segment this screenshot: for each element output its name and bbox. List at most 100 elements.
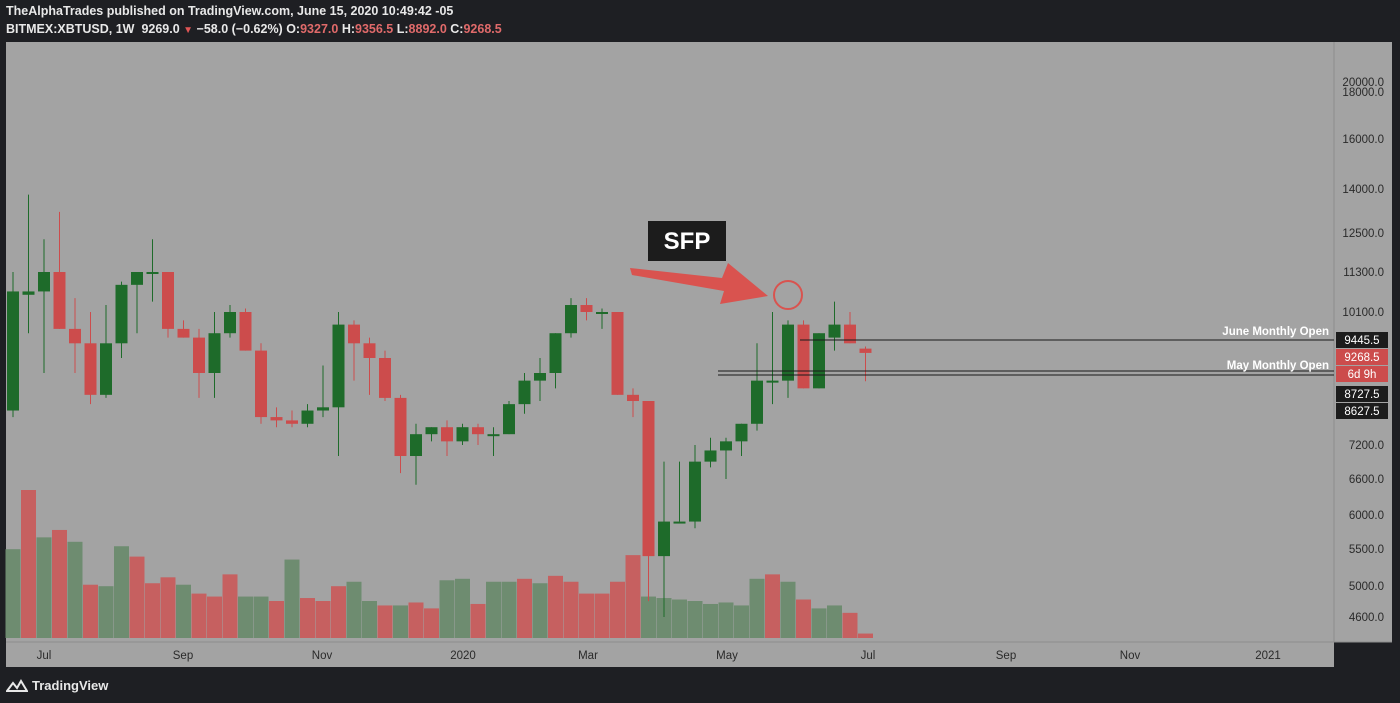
- candle-body: [394, 397, 407, 457]
- volume-bar: [362, 601, 377, 638]
- volume-bar: [548, 575, 563, 638]
- volume-bar: [315, 601, 331, 638]
- candle-body: [177, 328, 190, 338]
- candle-body: [255, 350, 267, 418]
- sfp-arrow-icon: [630, 263, 768, 304]
- candle-body: [131, 272, 143, 285]
- candle-body: [7, 291, 19, 411]
- tradingview-logo-icon: [6, 679, 28, 692]
- volume-bar: [207, 596, 222, 638]
- volume-bar: [656, 598, 672, 638]
- candle-body: [735, 423, 748, 442]
- price-badges: 9445.5 9268.5 6d 9h 8727.5 8627.5: [1336, 332, 1388, 419]
- high-value: 9356.5: [355, 22, 394, 36]
- time-tick-label: May: [716, 650, 738, 662]
- close-value: 9268.5: [463, 22, 502, 36]
- volume-bar: [284, 559, 300, 638]
- candle-body: [720, 441, 732, 451]
- candle-body: [797, 324, 810, 389]
- candle-body: [689, 461, 701, 522]
- volume-bar: [5, 549, 21, 638]
- volume-bar: [780, 581, 796, 638]
- volume-bar: [222, 574, 238, 638]
- candle-body: [224, 312, 236, 334]
- candle-body: [22, 291, 35, 295]
- candle-body: [627, 394, 639, 402]
- price-badge-text: 6d 9h: [1348, 369, 1377, 381]
- volume-bars: [5, 490, 873, 638]
- time-axis[interactable]: [6, 642, 1334, 667]
- sfp-label-box: [648, 221, 726, 261]
- volume-bar: [703, 603, 718, 638]
- candle-body: [425, 427, 438, 435]
- candle-body: [828, 324, 841, 338]
- high-label: H:: [341, 22, 356, 36]
- candle-body: [239, 312, 252, 351]
- time-tick-label: Mar: [578, 650, 598, 662]
- volume-bar: [424, 608, 439, 638]
- candle-body: [38, 272, 50, 292]
- down-arrow-icon: ▼: [183, 25, 194, 36]
- candle-body: [69, 328, 81, 344]
- volume-bar: [160, 577, 176, 638]
- volume-bar: [532, 583, 548, 638]
- volume-bar: [718, 602, 734, 638]
- volume-bar: [796, 599, 811, 638]
- time-tick-label: 2020: [450, 650, 476, 662]
- candle-body: [115, 284, 128, 344]
- candle-body: [859, 348, 872, 353]
- candle-body: [317, 407, 329, 411]
- candle-body: [642, 401, 655, 557]
- volume-bar: [594, 593, 610, 638]
- candle-body: [410, 434, 422, 457]
- volume-bar: [36, 537, 52, 638]
- candle-body: [162, 272, 174, 329]
- price-badge-text: 8727.5: [1344, 389, 1379, 401]
- price-tick-label: 6000.0: [1349, 510, 1384, 522]
- candle-body: [146, 272, 159, 274]
- volume-bar: [83, 584, 98, 638]
- volume-bar: [641, 596, 656, 638]
- symbol-line: BITMEX:XBTUSD, 1W 9269.0 ▼ −58.0 (−0.62%…: [6, 22, 502, 36]
- volume-bar: [52, 529, 67, 638]
- candle-body: [673, 521, 686, 524]
- volume-bar: [811, 608, 827, 638]
- volume-bar: [486, 581, 501, 638]
- plot-background: [6, 42, 1334, 667]
- price-tick-label: 11300.0: [1343, 267, 1384, 279]
- volume-bar: [470, 603, 486, 638]
- price-tick-label: 10100.0: [1342, 307, 1384, 319]
- candle-body: [580, 305, 593, 312]
- candle-body: [549, 333, 562, 373]
- volume-bar: [145, 583, 160, 638]
- candle-body: [782, 324, 794, 381]
- candle-body: [53, 272, 66, 329]
- volume-bar: [625, 555, 641, 638]
- open-label: O:: [286, 22, 301, 36]
- volume-bar: [842, 612, 858, 638]
- low-value: 8892.0: [408, 22, 447, 36]
- volume-bar: [455, 578, 470, 638]
- symbol-name: BITMEX:XBTUSD, 1W: [6, 22, 135, 36]
- sfp-label: SFP: [664, 228, 711, 255]
- footer: TradingView: [0, 670, 1400, 703]
- volume-bar: [501, 581, 517, 638]
- volume-bar: [331, 586, 346, 638]
- price-change: −58.0 (−0.62%): [196, 22, 283, 36]
- june-open-label: June Monthly Open: [1222, 326, 1329, 338]
- candle-body: [813, 333, 825, 389]
- candle-body: [766, 380, 779, 383]
- candle-body: [658, 521, 670, 557]
- open-value: 9327.0: [300, 22, 339, 36]
- volume-bar: [393, 605, 408, 638]
- volume-bar: [114, 546, 129, 638]
- time-tick-label: Jul: [861, 650, 876, 662]
- candle-body: [751, 380, 763, 424]
- price-badge: [1336, 386, 1388, 402]
- price-tick-label: 18000.0: [1342, 87, 1384, 99]
- last-price: 9269.0: [141, 22, 180, 36]
- candle-body: [379, 357, 391, 398]
- time-axis-labels: Jul Sep Nov 2020 Mar May Jul Sep Nov 2021: [37, 650, 1281, 662]
